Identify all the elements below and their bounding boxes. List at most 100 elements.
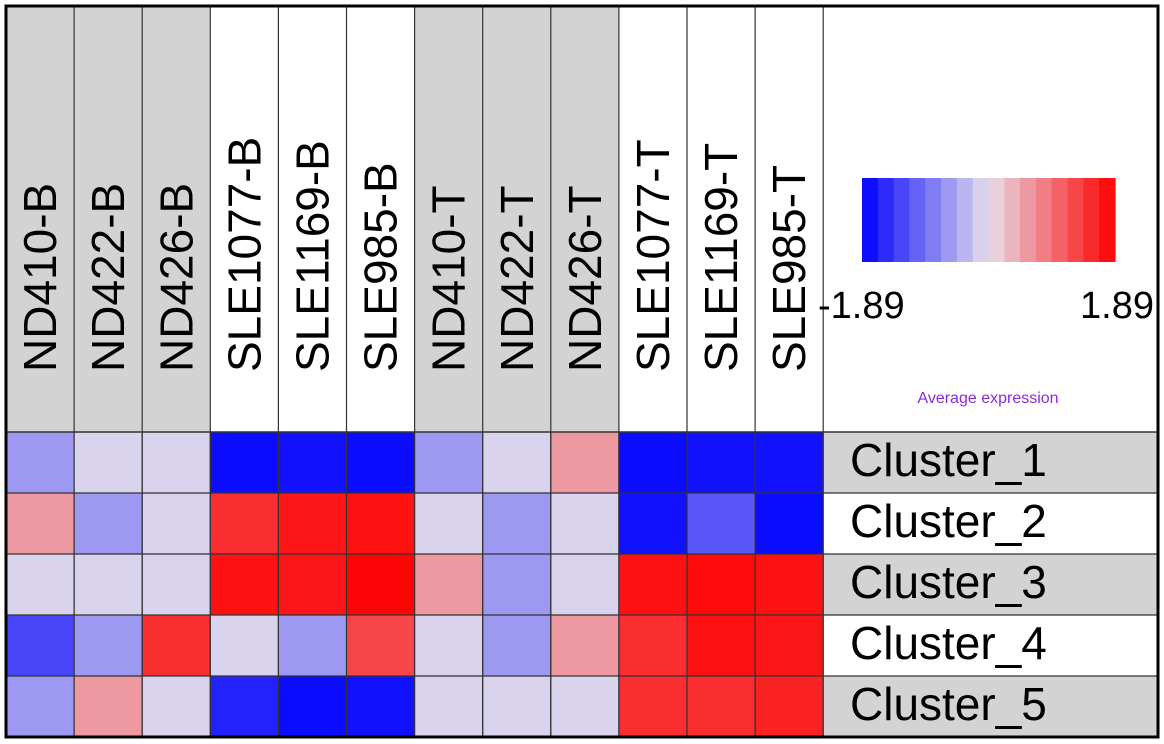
heatmap-cell [482, 492, 552, 555]
heatmap-cell [754, 492, 824, 555]
heatmap-cell [73, 675, 143, 738]
column-header-bg [755, 6, 824, 432]
heatmap-cell [346, 614, 416, 677]
column-label: SLE985-T [763, 165, 815, 372]
heatmap-cell [209, 614, 279, 677]
heatmap-cell [414, 431, 484, 494]
heatmap-cell [209, 553, 279, 616]
row-label-backgrounds [823, 432, 1158, 737]
heatmap-cell [73, 431, 143, 494]
color-legend: -1.89 1.89 Average expression [818, 178, 1154, 407]
heatmap-cell [277, 614, 347, 677]
heatmap-cell [141, 675, 211, 738]
heatmap-cell [141, 492, 211, 555]
heatmap-cell [618, 431, 688, 494]
row-labels: Cluster_1 Cluster_2 Cluster_3 Cluster_4 Clus… [850, 434, 1047, 730]
row-label-bg [823, 554, 1158, 615]
legend-swatch [1083, 178, 1100, 262]
heatmap-cell [346, 492, 416, 555]
legend-swatch [893, 178, 911, 262]
legend-max-label: 1.89 [1080, 285, 1154, 327]
heatmap-cell [277, 431, 347, 494]
heatmap-cell [550, 553, 620, 616]
column-header-bg [74, 6, 143, 432]
heatmap-cell [482, 553, 552, 616]
heatmap-cell [5, 431, 75, 494]
heatmap-cell [618, 614, 688, 677]
heatmap-cell [209, 492, 279, 555]
column-label: SLE1077-T [627, 139, 679, 372]
heatmap-cell [73, 614, 143, 677]
heatmap-cell [277, 675, 347, 738]
heatmap-cell [686, 614, 756, 677]
column-label: ND426-B [150, 183, 202, 372]
row-label-bg [823, 615, 1158, 676]
heatmap-cell [754, 553, 824, 616]
heatmap-cell [414, 492, 484, 555]
heatmap-cell [141, 553, 211, 616]
row-label-bg [823, 676, 1158, 737]
heatmap-cell [5, 553, 75, 616]
legend-color-bar [862, 178, 1116, 262]
legend-swatch [1035, 178, 1053, 262]
legend-swatch [877, 178, 895, 262]
heatmap-cell [414, 553, 484, 616]
column-label: ND410-T [423, 185, 475, 372]
column-label: ND426-T [559, 185, 611, 372]
legend-swatch [1067, 178, 1084, 262]
legend-swatch [1004, 178, 1021, 262]
column-header-bg [550, 6, 619, 432]
heatmap-cell [277, 553, 347, 616]
row-label: Cluster_3 [850, 556, 1047, 608]
row-label: Cluster_2 [850, 495, 1047, 547]
heatmap-cell [550, 675, 620, 738]
heatmap-cell [346, 675, 416, 738]
legend-swatch [909, 178, 926, 262]
heatmap-cell [209, 675, 279, 738]
legend-min-label: -1.89 [818, 285, 905, 327]
heatmap-cell [686, 431, 756, 494]
column-label: SLE1077-B [218, 137, 270, 372]
column-header-bg [414, 6, 483, 432]
column-labels: ND410-B ND422-B ND426-B SLE1077-B SLE1169-B S… [14, 137, 815, 372]
column-label: ND410-B [14, 183, 66, 372]
heatmap-cell [482, 431, 552, 494]
chart-border [4, 4, 1160, 739]
row-label: Cluster_5 [850, 678, 1047, 730]
heatmap-cell [141, 614, 211, 677]
heatmap-cell [550, 431, 620, 494]
column-header-bg [618, 6, 687, 432]
column-header-bg [6, 6, 75, 432]
legend-swatch [1099, 178, 1116, 262]
heatmap-cell [141, 431, 211, 494]
legend-swatch [862, 178, 879, 262]
heatmap-cell [618, 675, 688, 738]
heatmap-cell [754, 431, 824, 494]
column-header-bg [346, 6, 415, 432]
heatmap-cells [5, 431, 824, 738]
heatmap-cell [277, 492, 347, 555]
heatmap-cell [5, 675, 75, 738]
legend-swatch [1051, 178, 1069, 262]
row-label: Cluster_1 [850, 434, 1047, 486]
legend-swatch [972, 178, 990, 262]
heatmap-cell [414, 614, 484, 677]
heatmap-cell [414, 675, 484, 738]
heatmap-cell [482, 614, 552, 677]
heatmap-cell [618, 492, 688, 555]
legend-swatch [956, 178, 974, 262]
column-header-bg [278, 6, 347, 432]
column-header-backgrounds [6, 6, 1158, 432]
column-header-bg [482, 6, 551, 432]
heatmap-cell [550, 614, 620, 677]
heatmap-cell [482, 675, 552, 738]
row-label-bg [823, 493, 1158, 554]
heatmap-cell [686, 492, 756, 555]
legend-swatch [941, 178, 958, 262]
heatmap-cell [5, 614, 75, 677]
column-label: ND422-T [491, 185, 543, 372]
heatmap-cell [346, 431, 416, 494]
legend-swatch [988, 178, 1005, 262]
legend-swatch [925, 178, 942, 262]
heatmap-cell [754, 675, 824, 738]
